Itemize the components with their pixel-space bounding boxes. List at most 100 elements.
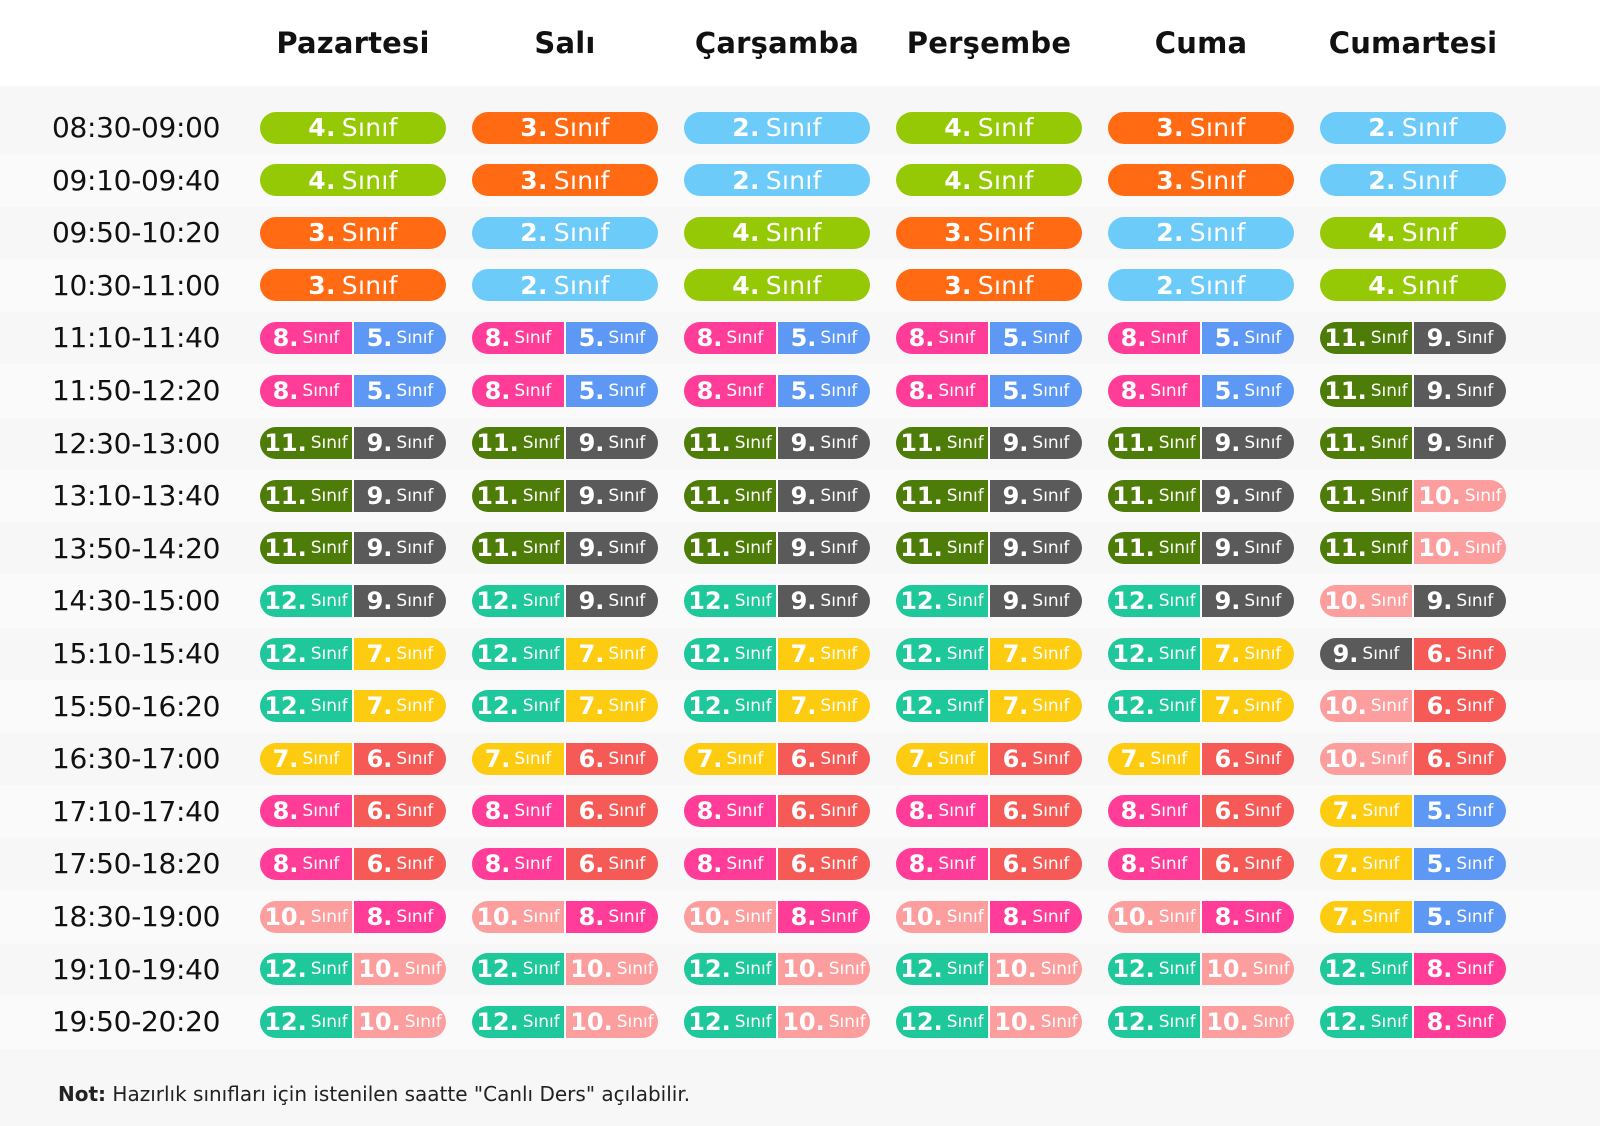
class-word: Sınıf (1150, 327, 1188, 348)
class-number: 10. (476, 902, 519, 931)
class-pill: 3. Sınıf (896, 269, 1082, 302)
class-number: 10. (782, 1007, 825, 1036)
class-badge-8: 8. Sınıf (1108, 847, 1200, 880)
class-number: 12. (1324, 1007, 1367, 1036)
class-pill: 11. Sınıf 10. Sınıf (1320, 479, 1506, 512)
class-badge-7: 7. Sınıf (352, 637, 446, 670)
class-number: 12. (476, 639, 519, 668)
class-word: Sınıf (1244, 538, 1282, 559)
class-badge-10: 10. Sınıf (988, 1005, 1082, 1038)
class-word: Sınıf (1032, 853, 1070, 874)
class-badge-5: 5. Sınıf (1412, 900, 1506, 933)
class-number: 8. (696, 376, 723, 405)
class-pill: 11. Sınıf 10. Sınıf (1320, 532, 1506, 565)
class-badge-9: 9. Sınıf (352, 479, 446, 512)
class-word: Sınıf (1040, 959, 1078, 980)
class-badge-12: 12. Sınıf (1108, 953, 1200, 986)
class-number: 5. (366, 323, 393, 352)
class-word: Sınıf (726, 380, 764, 401)
class-badge-7: 7. Sınıf (352, 690, 446, 723)
class-number: 7. (1002, 692, 1029, 721)
class-word: Sınıf (608, 433, 646, 454)
class-pill: 7. Sınıf 5. Sınıf (1320, 795, 1506, 828)
class-pill: 8. Sınıf 6. Sınıf (260, 847, 446, 880)
class-pill: 10. Sınıf 8. Sınıf (684, 900, 870, 933)
class-number: 7. (484, 744, 511, 773)
class-badge-5: 5. Sınıf (776, 321, 870, 354)
class-number: 4. (732, 218, 760, 248)
class-badge-7: 7. Sınıf (564, 637, 658, 670)
class-pill: 11. Sınıf 9. Sınıf (472, 532, 658, 565)
class-number: 11. (900, 481, 943, 510)
class-number: 6. (790, 849, 817, 878)
class-pill: 12. Sınıf 10. Sınıf (472, 1005, 658, 1038)
class-badge-12: 12. Sınıf (260, 637, 352, 670)
class-badge-11: 11. Sınıf (684, 427, 776, 460)
class-pill: 11. Sınıf 9. Sınıf (1108, 427, 1294, 460)
class-number: 6. (578, 744, 605, 773)
class-word: Sınıf (1370, 590, 1408, 611)
class-word: Sınıf (1032, 643, 1070, 664)
class-word: Sınıf (938, 853, 976, 874)
class-number: 3. (520, 113, 548, 142)
class-number: 9. (578, 429, 605, 458)
class-badge-4: 4. Sınıf (896, 111, 1082, 144)
class-word: Sınıf (522, 433, 560, 454)
time-slot-label: 14:30-15:00 (52, 584, 221, 618)
class-number: 12. (900, 1007, 943, 1036)
class-word: Sınıf (734, 696, 772, 717)
class-badge-9: 9. Sınıf (1412, 321, 1506, 354)
class-badge-12: 12. Sınıf (684, 953, 776, 986)
class-badge-10: 10. Sınıf (1320, 742, 1412, 775)
class-badge-4: 4. Sınıf (684, 216, 870, 249)
class-number: 11. (688, 481, 731, 510)
class-badge-7: 7. Sınıf (776, 637, 870, 670)
class-word: Sınıf (1456, 380, 1494, 401)
class-number: 11. (1324, 481, 1367, 510)
class-badge-10: 10. Sınıf (1200, 1005, 1294, 1038)
class-pill: 8. Sınıf 6. Sınıf (260, 795, 446, 828)
class-word: Sınıf (310, 906, 348, 927)
class-word: Sınıf (1464, 485, 1502, 506)
class-badge-6: 6. Sınıf (1412, 637, 1506, 670)
class-pill: 7. Sınıf 5. Sınıf (1320, 847, 1506, 880)
class-badge-10: 10. Sınıf (896, 900, 988, 933)
class-word: Sınıf (1032, 906, 1070, 927)
class-number: 6. (1214, 744, 1241, 773)
class-pill: 12. Sınıf 7. Sınıf (472, 690, 658, 723)
class-number: 11. (264, 534, 307, 563)
class-number: 9. (578, 481, 605, 510)
class-number: 8. (790, 902, 817, 931)
class-pill: 4. Sınıf (260, 111, 446, 144)
class-number: 12. (1112, 692, 1155, 721)
note-label: Not: (58, 1082, 107, 1106)
class-pill: 3. Sınıf (472, 164, 658, 197)
class-word: Sınıf (1150, 801, 1188, 822)
class-number: 11. (264, 429, 307, 458)
class-number: 8. (272, 797, 299, 826)
class-badge-8: 8. Sınıf (684, 795, 776, 828)
class-badge-10: 10. Sınıf (776, 953, 870, 986)
class-number: 6. (366, 849, 393, 878)
class-word: Sınıf (341, 270, 398, 300)
time-slot-label: 18:30-19:00 (52, 900, 221, 933)
class-number: 12. (900, 955, 943, 984)
class-pill: 8. Sınıf 6. Sınıf (684, 795, 870, 828)
time-slot-label: 09:10-09:40 (52, 163, 221, 197)
class-word: Sınıf (1456, 1011, 1494, 1032)
class-badge-9: 9. Sınıf (776, 532, 870, 565)
class-number: 3. (944, 270, 972, 300)
class-badge-9: 9. Sınıf (1200, 479, 1294, 512)
class-word: Sınıf (726, 853, 764, 874)
class-word: Sınıf (522, 538, 560, 559)
class-pill: 3. Sınıf (260, 216, 446, 249)
class-word: Sınıf (820, 433, 858, 454)
class-number: 12. (900, 586, 943, 615)
class-badge-8: 8. Sınıf (988, 900, 1082, 933)
class-number: 7. (1332, 902, 1359, 931)
class-badge-11: 11. Sınıf (1108, 479, 1200, 512)
class-word: Sınıf (1370, 959, 1408, 980)
class-word: Sınıf (608, 643, 646, 664)
class-badge-2: 2. Sınıf (1108, 216, 1294, 249)
